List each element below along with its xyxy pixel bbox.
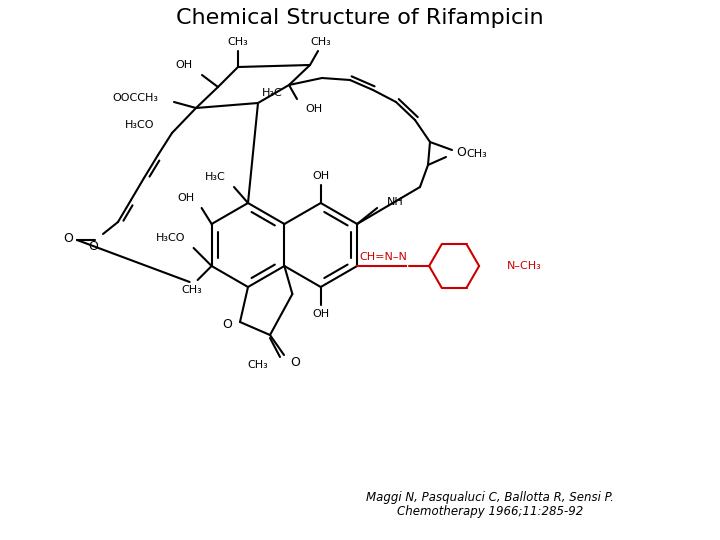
Text: O: O [456, 146, 466, 159]
Text: NH: NH [387, 197, 404, 207]
Text: OH: OH [305, 104, 322, 114]
Text: O: O [63, 232, 73, 245]
Text: CH=N–N: CH=N–N [359, 252, 407, 262]
Text: OH: OH [312, 309, 329, 319]
Text: H₃C: H₃C [205, 172, 226, 182]
Text: CH₃: CH₃ [228, 37, 248, 47]
Text: O: O [222, 318, 232, 330]
Text: N–CH₃: N–CH₃ [507, 261, 542, 271]
Text: CH₃: CH₃ [181, 285, 202, 295]
Text: CH₃: CH₃ [310, 37, 331, 47]
Text: O: O [290, 356, 300, 369]
Text: Chemotherapy 1966;11:285-92: Chemotherapy 1966;11:285-92 [397, 505, 583, 518]
Text: CH₃: CH₃ [248, 360, 269, 370]
Text: Maggi N, Pasqualuci C, Ballotta R, Sensi P.: Maggi N, Pasqualuci C, Ballotta R, Sensi… [366, 491, 614, 504]
Text: CH₃: CH₃ [466, 149, 487, 159]
Text: O: O [88, 240, 98, 253]
Text: OH: OH [176, 60, 193, 70]
Text: Chemical Structure of Rifampicin: Chemical Structure of Rifampicin [176, 8, 544, 28]
Text: H₃CO: H₃CO [125, 120, 154, 130]
Text: OH: OH [312, 171, 329, 181]
Text: H₃C: H₃C [262, 88, 283, 98]
Text: OOCCH₃: OOCCH₃ [112, 93, 158, 103]
Text: OH: OH [178, 193, 194, 203]
Text: H₃CO: H₃CO [156, 233, 186, 243]
